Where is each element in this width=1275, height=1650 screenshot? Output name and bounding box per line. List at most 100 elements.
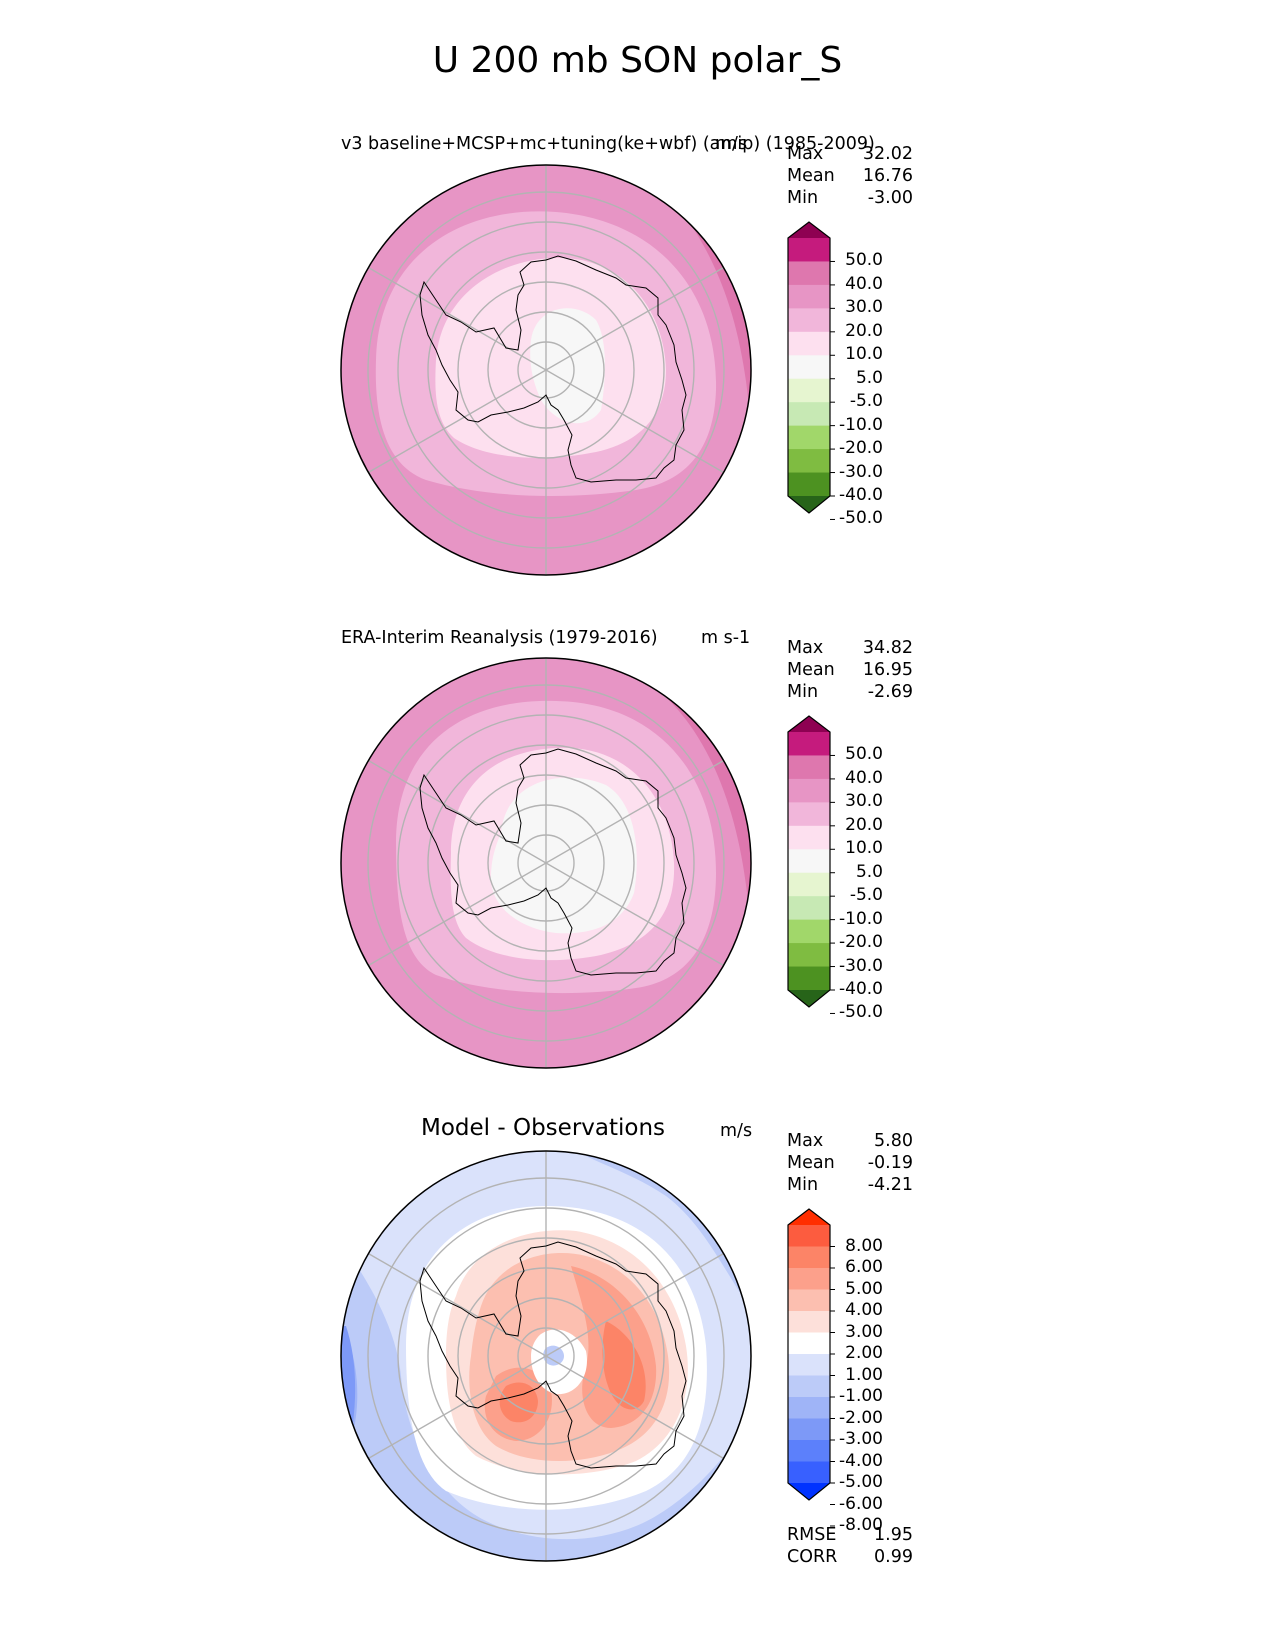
colorbar-bin bbox=[788, 449, 830, 474]
colorbar-bin bbox=[788, 222, 830, 238]
panel-3-colorbar bbox=[787, 1208, 835, 1527]
colorbar-tick-label: 4.00 bbox=[845, 1300, 883, 1320]
panel-1-units: m/s bbox=[715, 134, 748, 154]
stat-min-value: -2.69 bbox=[867, 682, 913, 702]
colorbar-tick-label: -20.0 bbox=[839, 932, 883, 953]
stat-mean-label: Mean bbox=[787, 660, 835, 680]
colorbar-tick-label: 40.0 bbox=[845, 767, 883, 788]
colorbar-tick-label: -10.0 bbox=[839, 414, 883, 435]
colorbar-bin bbox=[788, 425, 830, 450]
colorbar-tick-label: -40.0 bbox=[839, 979, 883, 999]
colorbar-bin bbox=[788, 825, 830, 850]
colorbar-bin bbox=[788, 990, 830, 1007]
stat-mean-value: 16.76 bbox=[862, 166, 913, 186]
panel-1-polar-map bbox=[340, 164, 752, 576]
colorbar-tick-label: 2.00 bbox=[845, 1343, 883, 1363]
stat-min-value: -3.00 bbox=[867, 188, 913, 208]
stat-mean-label: Mean bbox=[787, 166, 835, 186]
metric-corr-label: CORR bbox=[787, 1547, 838, 1567]
colorbar-tick-label: -6.00 bbox=[839, 1493, 883, 1514]
figure-title: U 200 mb SON polar_S bbox=[432, 40, 843, 81]
colorbar-tick-label: 3.00 bbox=[845, 1321, 883, 1342]
colorbar-tick-label: 5.0 bbox=[855, 367, 883, 388]
colorbar-tick-label: 1.00 bbox=[845, 1364, 883, 1385]
colorbar-bin bbox=[788, 238, 830, 262]
colorbar-bin bbox=[788, 284, 830, 309]
colorbar-bin bbox=[788, 778, 830, 803]
stat-max-value: 34.82 bbox=[862, 638, 913, 658]
colorbar-tick-label: -5.0 bbox=[849, 885, 883, 906]
colorbar-tick-label: 30.0 bbox=[845, 791, 883, 812]
panel-2-polar-map bbox=[340, 657, 752, 1069]
colorbar-bin bbox=[788, 331, 830, 356]
panel-3-polar-map bbox=[340, 1150, 752, 1562]
panel-3-metrics: RMSE 1.95 CORR 0.99 bbox=[787, 1524, 913, 1568]
colorbar-bin bbox=[788, 732, 830, 756]
colorbar-tick-label: 50.0 bbox=[845, 744, 883, 765]
colorbar-tick-label: -8.00 bbox=[839, 1515, 883, 1535]
panel-2-stats: Max 34.82 Mean 16.95 Min -2.69 bbox=[787, 637, 913, 703]
colorbar-tick-label: 30.0 bbox=[845, 297, 883, 318]
colorbar-bin bbox=[788, 355, 830, 380]
colorbar-tick-label: -30.0 bbox=[839, 461, 883, 482]
panel-2-units: m s-1 bbox=[701, 628, 751, 648]
colorbar-tick-label: -5.0 bbox=[849, 391, 883, 412]
metric-rmse-value: 1.95 bbox=[874, 1525, 913, 1545]
colorbar-bin bbox=[788, 966, 830, 991]
panel-1-title: v3 baseline+MCSP+mc+tuning(ke+wbf) (amip… bbox=[341, 134, 875, 154]
colorbar-tick-label: 10.0 bbox=[845, 344, 883, 365]
colorbar-tick-label: 8.00 bbox=[845, 1235, 883, 1256]
colorbar-bin bbox=[788, 872, 830, 897]
colorbar-bin bbox=[788, 755, 830, 780]
colorbar-bin bbox=[788, 1311, 830, 1333]
panel-2-colorbar bbox=[787, 715, 835, 1014]
stat-mean-value: 16.95 bbox=[862, 660, 913, 680]
colorbar-tick-label: 20.0 bbox=[845, 814, 883, 835]
stat-max-label: Max bbox=[787, 1131, 824, 1151]
colorbar-bin bbox=[788, 896, 830, 921]
colorbar-tick-label: 5.00 bbox=[845, 1278, 883, 1299]
colorbar-tick-label: 20.0 bbox=[845, 320, 883, 341]
panel-1-stats: Max 32.02 Mean 16.76 Min -3.00 bbox=[787, 143, 913, 209]
colorbar-bin bbox=[788, 1354, 830, 1376]
colorbar-bin bbox=[788, 919, 830, 944]
colorbar-bin bbox=[788, 308, 830, 333]
colorbar-tick-label: 10.0 bbox=[845, 838, 883, 859]
colorbar-bin bbox=[788, 1209, 830, 1225]
colorbar-bin bbox=[788, 1440, 830, 1462]
stat-mean-value: -0.19 bbox=[867, 1153, 913, 1173]
colorbar-tick-label: -50.0 bbox=[839, 508, 883, 529]
stat-min-label: Min bbox=[787, 188, 819, 208]
colorbar-bin bbox=[788, 1418, 830, 1441]
stat-max-label: Max bbox=[787, 638, 824, 658]
colorbar-bin bbox=[788, 849, 830, 874]
colorbar-bin bbox=[788, 496, 830, 513]
colorbar-bin bbox=[788, 472, 830, 497]
colorbar-tick-label: -1.00 bbox=[839, 1386, 883, 1406]
colorbar-tick-label: 40.0 bbox=[845, 273, 883, 294]
colorbar-bin bbox=[788, 1246, 830, 1269]
colorbar-bin bbox=[788, 1268, 830, 1290]
colorbar-tick-label: -30.0 bbox=[839, 955, 883, 976]
panel-3-units: m/s bbox=[720, 1121, 753, 1141]
stat-max-value: 5.80 bbox=[874, 1131, 913, 1151]
colorbar-tick-label: -3.00 bbox=[839, 1429, 883, 1449]
stat-min-value: -4.21 bbox=[867, 1175, 913, 1195]
colorbar-tick-label: -4.00 bbox=[839, 1450, 883, 1471]
colorbar-tick-label: -20.0 bbox=[839, 438, 883, 459]
colorbar-bin bbox=[788, 1225, 830, 1247]
colorbar-bin bbox=[788, 261, 830, 286]
colorbar-tick-label: 6.00 bbox=[845, 1257, 883, 1277]
metric-corr-value: 0.99 bbox=[874, 1547, 913, 1567]
metric-rmse-label: RMSE bbox=[787, 1525, 837, 1545]
panel-3-stats: Max 5.80 Mean -0.19 Min -4.21 bbox=[787, 1130, 913, 1196]
panel-1-colorbar bbox=[787, 221, 835, 520]
colorbar-bin bbox=[788, 943, 830, 968]
colorbar-tick-label: -10.0 bbox=[839, 908, 883, 929]
panel-2-title: ERA-Interim Reanalysis (1979-2016) bbox=[341, 628, 658, 648]
colorbar-tick-label: -5.00 bbox=[839, 1472, 883, 1492]
stat-mean-label: Mean bbox=[787, 1153, 835, 1173]
stat-min-label: Min bbox=[787, 682, 819, 702]
colorbar-bin bbox=[788, 378, 830, 403]
colorbar-tick-label: 5.0 bbox=[855, 861, 883, 882]
